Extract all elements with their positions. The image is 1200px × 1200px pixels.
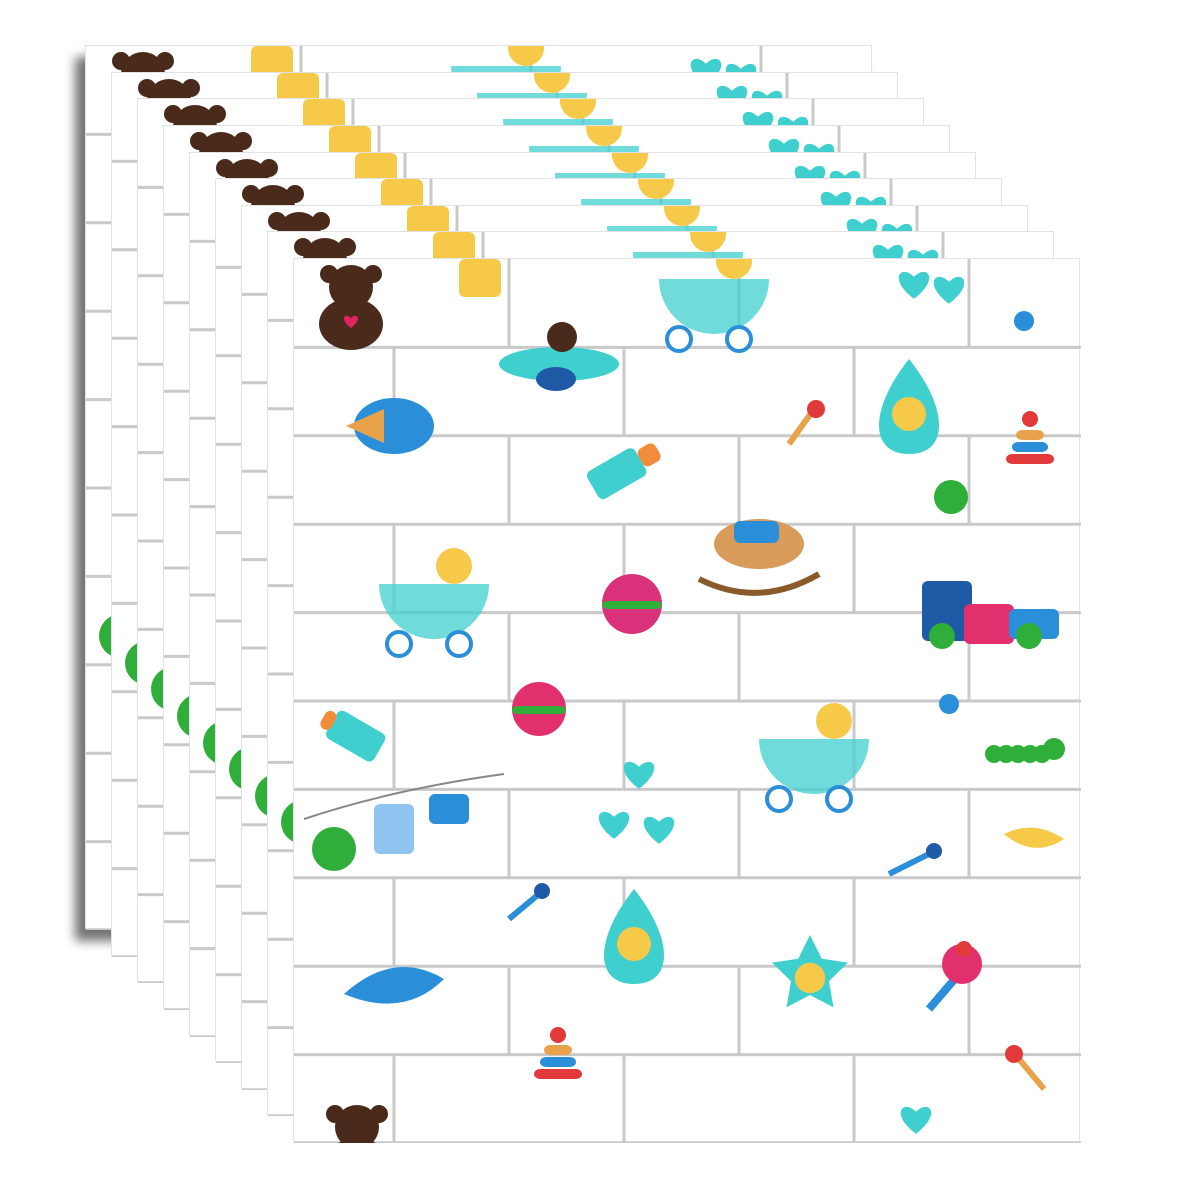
pin-head bbox=[807, 400, 825, 418]
pacifier-icon bbox=[939, 694, 959, 714]
pin-head bbox=[926, 843, 942, 859]
nipple bbox=[637, 443, 661, 467]
teddy-bear-icon bbox=[326, 1105, 388, 1143]
pin-head bbox=[534, 883, 550, 899]
bottle bbox=[587, 448, 647, 500]
wheel bbox=[1016, 623, 1042, 649]
top bbox=[1022, 411, 1038, 427]
letter bbox=[444, 979, 469, 997]
ring bbox=[1016, 430, 1044, 440]
safety-pin-icon bbox=[507, 883, 550, 922]
stroller-icon bbox=[379, 548, 489, 658]
baby-bottle-icon bbox=[320, 710, 386, 762]
airplane-icon bbox=[499, 322, 619, 391]
bottle bbox=[326, 710, 386, 762]
stroller-icon bbox=[759, 703, 869, 813]
cargo bbox=[964, 604, 1014, 644]
spinning-top-icon bbox=[512, 682, 566, 736]
heart-balloon-icon bbox=[933, 276, 965, 304]
heart-balloon-icon bbox=[898, 271, 930, 299]
head bbox=[1043, 738, 1065, 760]
front-wallpaper-panel bbox=[293, 258, 1081, 1143]
stroller-icon bbox=[659, 259, 769, 353]
milk-bottle-icon bbox=[459, 259, 501, 297]
stripe bbox=[512, 706, 566, 714]
top bbox=[550, 1027, 566, 1043]
spinning-top-icon bbox=[602, 574, 662, 634]
ring bbox=[540, 1057, 576, 1067]
teddy-bear-icon bbox=[319, 265, 383, 350]
bird-icon bbox=[344, 967, 469, 1004]
saddle bbox=[734, 521, 779, 543]
star-face-icon bbox=[772, 935, 848, 1008]
shirt bbox=[429, 794, 469, 824]
ring bbox=[544, 1045, 572, 1055]
baby-in-drop-icon bbox=[879, 359, 939, 454]
bib bbox=[312, 827, 356, 871]
fish-icon bbox=[346, 398, 434, 454]
rocking-horse-icon bbox=[697, 519, 821, 596]
stripe bbox=[602, 601, 662, 609]
caterpillar-icon bbox=[985, 738, 1065, 763]
nipple bbox=[320, 710, 337, 730]
heart-balloon-icon bbox=[900, 1106, 932, 1134]
heart-balloon-icon bbox=[344, 315, 358, 328]
baby-bottle-icon bbox=[587, 443, 661, 500]
pin-head bbox=[1005, 1045, 1023, 1063]
bird-icon bbox=[1004, 827, 1064, 848]
head bbox=[942, 944, 982, 984]
ring bbox=[1012, 442, 1048, 452]
pacifier-ring bbox=[1014, 311, 1034, 331]
star bbox=[956, 941, 972, 957]
pacifier-ring bbox=[939, 694, 959, 714]
octopus-icon bbox=[934, 480, 968, 514]
wheel bbox=[929, 623, 955, 649]
bear-pilot bbox=[547, 322, 577, 352]
baby-in-drop-icon bbox=[604, 889, 664, 984]
safety-pin-icon bbox=[786, 400, 825, 446]
toy-truck-icon bbox=[922, 581, 1059, 649]
rattle-icon bbox=[925, 941, 982, 1012]
safety-pin-icon bbox=[1005, 1045, 1047, 1091]
ring-stacker-icon bbox=[1006, 411, 1054, 464]
ring bbox=[1006, 454, 1054, 464]
onesie bbox=[374, 804, 414, 854]
pacifier-icon bbox=[1014, 311, 1034, 331]
ring-stacker-icon bbox=[534, 1027, 582, 1079]
ring bbox=[534, 1069, 582, 1079]
heart-balloon-icon bbox=[598, 811, 630, 839]
baby-clothes-line-icon bbox=[303, 773, 505, 871]
heart-balloon-icon bbox=[623, 761, 655, 789]
heart-balloon-icon bbox=[643, 816, 675, 844]
body bbox=[934, 480, 968, 514]
safety-pin-icon bbox=[887, 843, 942, 877]
